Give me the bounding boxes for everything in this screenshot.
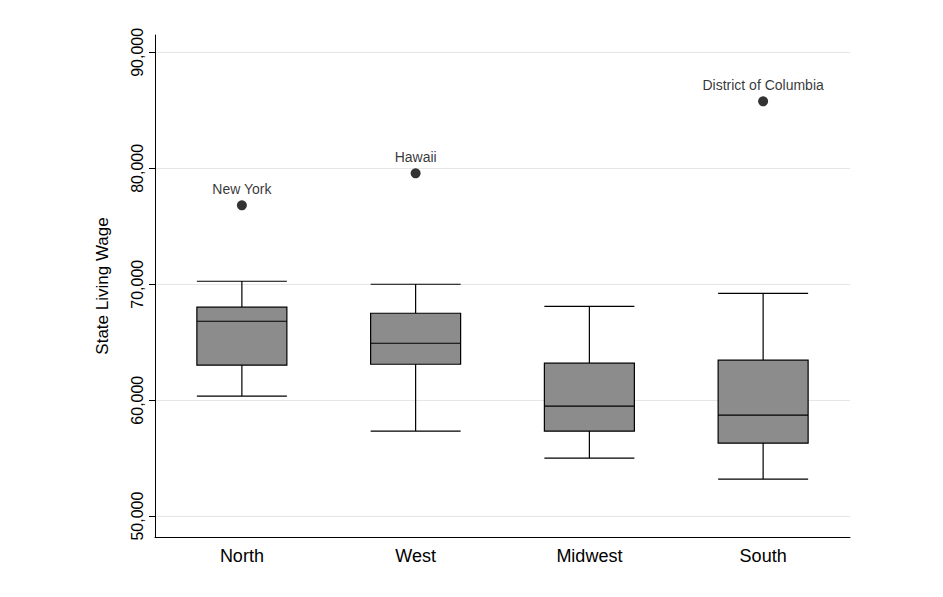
svg-text:South: South [740, 546, 787, 566]
svg-text:North: North [220, 546, 264, 566]
svg-text:80,000: 80,000 [129, 144, 146, 193]
svg-text:New York: New York [212, 181, 272, 197]
svg-text:State Living Wage: State Living Wage [93, 217, 112, 354]
svg-text:90,000: 90,000 [129, 28, 146, 77]
svg-text:District of Columbia: District of Columbia [702, 77, 824, 93]
svg-text:70,000: 70,000 [129, 260, 146, 309]
svg-text:Hawaii: Hawaii [395, 149, 437, 165]
svg-text:60,000: 60,000 [129, 376, 146, 425]
svg-text:West: West [395, 546, 436, 566]
svg-text:Midwest: Midwest [556, 546, 622, 566]
svg-text:50,000: 50,000 [129, 492, 146, 541]
